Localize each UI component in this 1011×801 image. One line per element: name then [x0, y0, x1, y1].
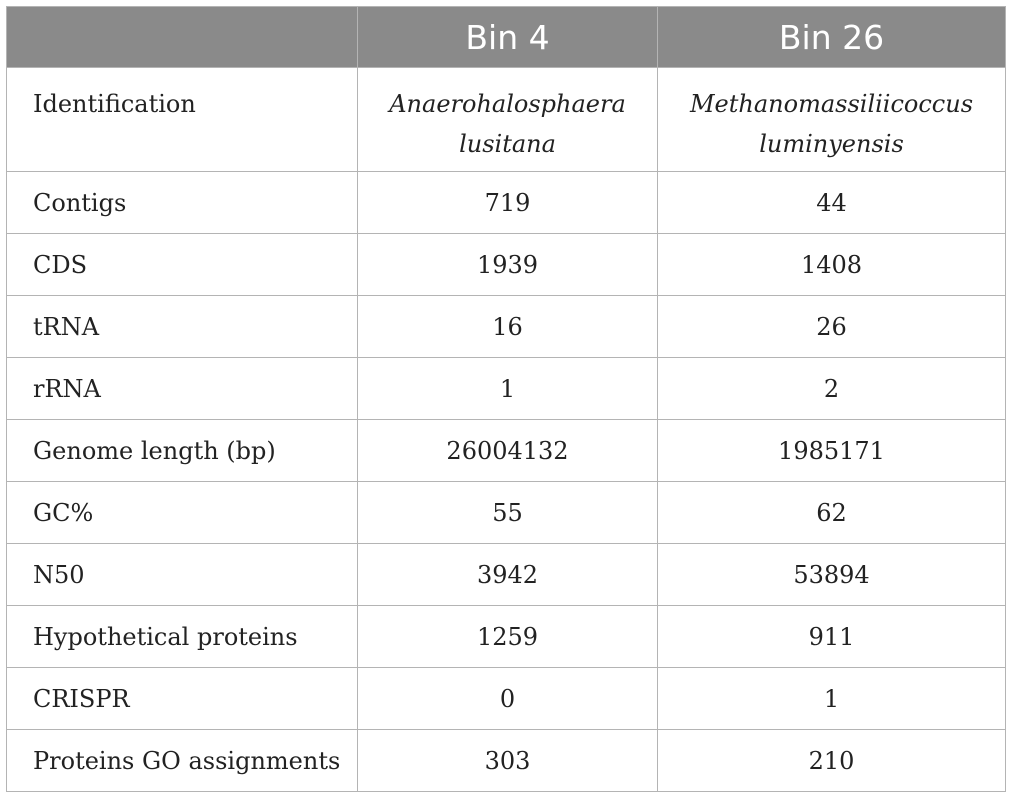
- table-header-row: Bin 4 Bin 26: [6, 6, 1006, 68]
- row-label: Contigs: [6, 171, 358, 234]
- table-row: Genome length (bp) 26004132 1985171: [6, 419, 1006, 482]
- row-label: Identification: [6, 67, 358, 172]
- bin4-value: 303: [357, 729, 658, 792]
- bin4-value: 1939: [357, 233, 658, 296]
- bin4-value: 719: [357, 171, 658, 234]
- row-label: rRNA: [6, 357, 358, 420]
- bin4-species: lusitana: [459, 130, 556, 158]
- table-row: tRNA 16 26: [6, 295, 1006, 358]
- header-cell-empty: [6, 6, 358, 68]
- genome-bins-table: Bin 4 Bin 26 Identification Anaerohalosp…: [6, 6, 1006, 792]
- row-label: Proteins GO assignments: [6, 729, 358, 792]
- bin26-value: 53894: [657, 543, 1006, 606]
- bin26-value: 2: [657, 357, 1006, 420]
- header-cell-bin26: Bin 26: [657, 6, 1006, 68]
- row-label: GC%: [6, 481, 358, 544]
- table-row: CDS 1939 1408: [6, 233, 1006, 296]
- bin4-value: 26004132: [357, 419, 658, 482]
- table-row: Proteins GO assignments 303 210: [6, 729, 1006, 792]
- table-row: GC% 55 62: [6, 481, 1006, 544]
- table-row: rRNA 1 2: [6, 357, 1006, 420]
- bin26-value: 1408: [657, 233, 1006, 296]
- table-row-identification: Identification Anaerohalosphaera lusitan…: [6, 67, 1006, 172]
- bin26-species: luminyensis: [759, 130, 904, 158]
- bin26-value: 911: [657, 605, 1006, 668]
- bin26-value: 44: [657, 171, 1006, 234]
- bin26-value: 26: [657, 295, 1006, 358]
- row-label: CDS: [6, 233, 358, 296]
- bin26-identification: Methanomassiliicoccus luminyensis: [657, 67, 1006, 172]
- bin4-genus: Anaerohalosphaera: [389, 90, 626, 118]
- bin4-value: 1: [357, 357, 658, 420]
- bin26-value: 62: [657, 481, 1006, 544]
- bin4-value: 1259: [357, 605, 658, 668]
- bin26-value: 210: [657, 729, 1006, 792]
- table-row: Contigs 719 44: [6, 171, 1006, 234]
- header-cell-bin4: Bin 4: [357, 6, 658, 68]
- bin26-genus: Methanomassiliicoccus: [689, 90, 974, 118]
- bin4-value: 0: [357, 667, 658, 730]
- table-row: CRISPR 0 1: [6, 667, 1006, 730]
- bin26-value: 1985171: [657, 419, 1006, 482]
- row-label: CRISPR: [6, 667, 358, 730]
- row-label: N50: [6, 543, 358, 606]
- bin4-identification: Anaerohalosphaera lusitana: [357, 67, 658, 172]
- table-row: N50 3942 53894: [6, 543, 1006, 606]
- row-label: Genome length (bp): [6, 419, 358, 482]
- bin4-value: 16: [357, 295, 658, 358]
- row-label: Hypothetical proteins: [6, 605, 358, 668]
- bin4-value: 3942: [357, 543, 658, 606]
- table-row: Hypothetical proteins 1259 911: [6, 605, 1006, 668]
- bin4-value: 55: [357, 481, 658, 544]
- row-label: tRNA: [6, 295, 358, 358]
- bin26-value: 1: [657, 667, 1006, 730]
